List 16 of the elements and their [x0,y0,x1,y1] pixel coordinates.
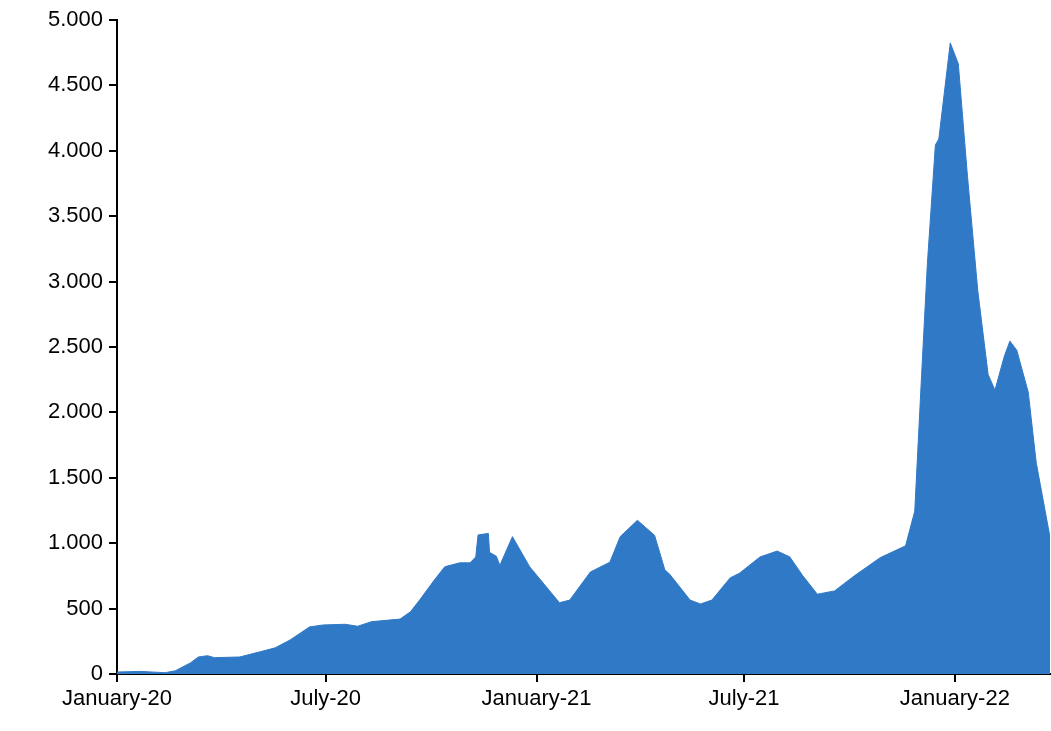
x-tick-label: January-22 [899,685,1010,711]
y-tick-label: 0 [90,660,103,686]
y-tick-label: 3.000 [47,267,103,293]
x-tick-label: July-20 [290,685,362,711]
y-tick-label: 500 [66,594,103,620]
x-tick-label: January-21 [481,685,592,711]
y-tick-label: 4.500 [47,71,103,97]
x-tick-label: January-20 [61,685,173,711]
y-tick-label: 4.000 [47,136,103,162]
y-tick-label: 3.500 [47,202,103,228]
y-tick-label: 2.500 [47,333,103,359]
y-tick-label: 1.500 [47,463,103,489]
y-tick-label: 2.000 [47,398,103,424]
x-tick-label: July-21 [708,685,780,711]
y-tick-label: 5.000 [47,6,103,32]
y-tick-label: 1.000 [47,529,103,555]
